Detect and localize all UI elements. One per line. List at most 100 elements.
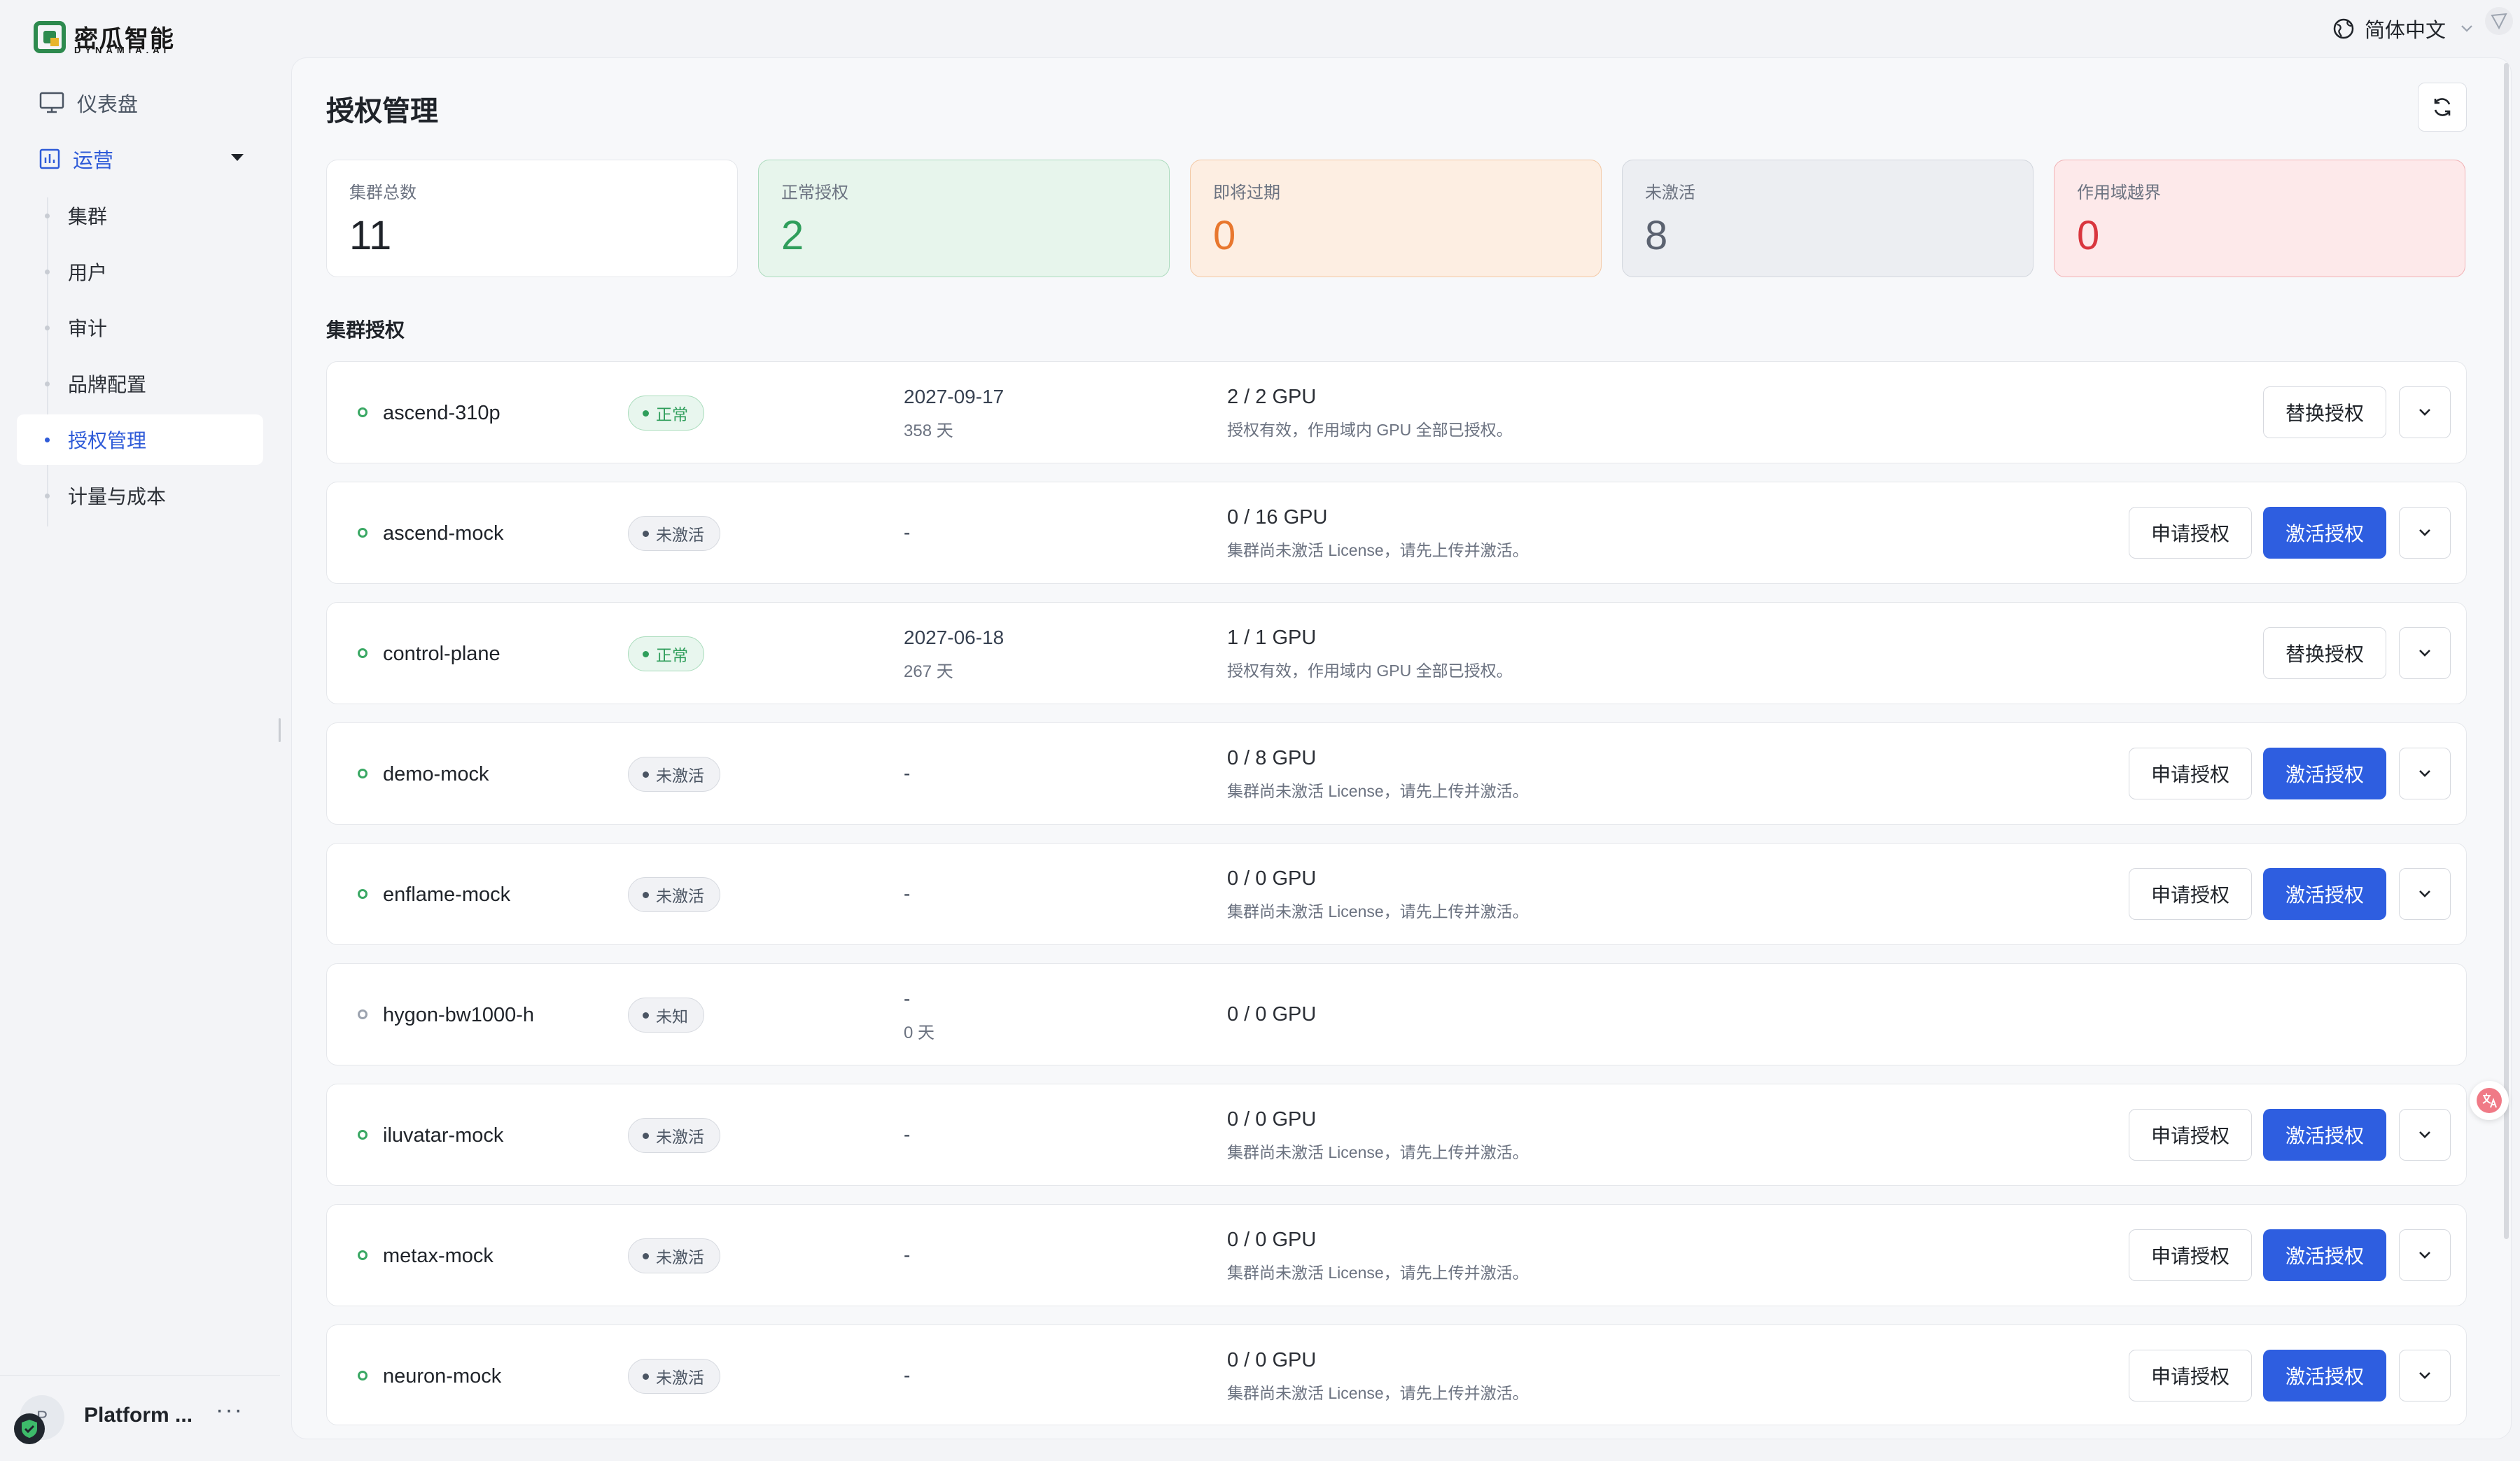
apply-license-button[interactable]: 申请授权 [2129,868,2252,920]
plane-corner-icon [2485,7,2513,35]
stat-card-total: 集群总数 11 [326,160,738,277]
replace-license-button[interactable]: 替换授权 [2263,627,2386,679]
sidebar-resize-handle[interactable] [279,718,281,742]
nav-item-license[interactable]: 授权管理 [17,414,263,465]
nav-item-label: 审计 [68,318,108,340]
stat-card-normal: 正常授权 2 [758,160,1170,277]
translate-icon [2477,1088,2502,1113]
row-expand-button[interactable] [2399,507,2451,559]
expiry-date: - [904,988,911,1009]
language-switcher[interactable]: 简体中文 [2332,14,2474,43]
nav-operations[interactable]: 运营 [39,144,249,174]
expiry-date: - [904,1364,911,1386]
badge-dot [643,650,649,657]
row-expand-button[interactable] [2399,386,2451,438]
cluster-row: control-plane 正常 2027-06-18 267 天 1 / 1 … [326,602,2467,704]
gpu-count: 0 / 0 GPU [1227,867,1317,890]
caret-down-icon [231,154,244,161]
status-badge: 未激活 [628,1359,720,1394]
status-badge: 正常 [628,396,704,431]
replace-license-button[interactable]: 替换授权 [2263,386,2386,438]
cluster-row: hygon-bw1000-h 未知 - 0 天 0 / 0 GPU [326,963,2467,1065]
apply-license-button[interactable]: 申请授权 [2129,1109,2252,1161]
nav-tree-line [47,197,48,526]
status-badge: 未激活 [628,516,720,551]
expiry-date: - [904,1244,911,1266]
days-left: 358 天 [904,421,953,440]
chevron-down-icon [2419,1131,2430,1138]
nav-item-branding[interactable]: 品牌配置 [45,370,146,398]
user-bar[interactable]: P Platform ... ··· [0,1375,280,1461]
chevron-down-icon [2461,25,2472,32]
status-badge-label: 未激活 [656,887,704,905]
row-expand-button[interactable] [2399,868,2451,920]
nav-dot [45,437,50,442]
status-badge: 未激活 [628,877,720,912]
chevron-down-icon [2419,650,2430,657]
activate-license-button[interactable]: 激活授权 [2263,1109,2386,1161]
cluster-name: control-plane [383,643,500,665]
nav-item-label: 授权管理 [68,430,147,452]
activate-license-button[interactable]: 激活授权 [2263,748,2386,799]
nav-item-clusters[interactable]: 集群 [45,202,107,230]
apply-license-button[interactable]: 申请授权 [2129,748,2252,799]
stat-card-inactive: 未激活 8 [1622,160,2033,277]
apply-license-button[interactable]: 申请授权 [2129,507,2252,559]
expiry-date: 2027-06-18 [904,627,1004,648]
activate-license-button[interactable]: 激活授权 [2263,507,2386,559]
status-badge: 未激活 [628,1238,720,1273]
nav-item-audit[interactable]: 审计 [45,314,107,342]
cluster-row: iluvatar-mock 未激活 - 0 / 0 GPU 集群尚未激活 Lic… [326,1084,2467,1186]
apply-license-button[interactable]: 申请授权 [2129,1229,2252,1281]
gpu-count: 1 / 1 GPU [1227,627,1317,649]
status-badge-label: 未激活 [656,1128,704,1146]
nav-item-users[interactable]: 用户 [45,258,107,286]
cluster-row: ascend-310p 正常 2027-09-17 358 天 2 / 2 GP… [326,361,2467,463]
row-expand-button[interactable] [2399,1350,2451,1401]
row-expand-button[interactable] [2399,627,2451,679]
badge-dot [643,410,649,417]
row-expand-button[interactable] [2399,1229,2451,1281]
chevron-down-icon [2419,1372,2430,1379]
row-expand-button[interactable] [2399,748,2451,799]
license-note: 集群尚未激活 License，请先上传并激活。 [1227,902,1529,921]
status-badge: 未知 [628,998,704,1033]
stat-value: 0 [2077,213,2100,258]
row-expand-button[interactable] [2399,1109,2451,1161]
chevron-down-icon [2419,770,2430,777]
activate-license-button[interactable]: 激活授权 [2263,868,2386,920]
gpu-count: 0 / 0 GPU [1227,1349,1317,1371]
stat-card-out-of-scope: 作用域越界 0 [2054,160,2465,277]
cluster-name: ascend-mock [383,522,504,545]
refresh-button[interactable] [2418,83,2467,132]
apply-license-button[interactable]: 申请授权 [2129,1350,2252,1401]
nav-dot [45,493,50,498]
cluster-name: metax-mock [383,1245,493,1267]
status-dot [358,1371,368,1380]
status-dot [358,528,368,538]
activate-license-button[interactable]: 激活授权 [2263,1229,2386,1281]
status-badge-label: 未激活 [656,1369,704,1387]
status-badge: 正常 [628,636,704,671]
gpu-count: 0 / 8 GPU [1227,747,1317,769]
brand-logo-icon [34,21,66,53]
status-badge: 未激活 [628,757,720,792]
badge-dot [643,771,649,778]
nav-item-metering[interactable]: 计量与成本 [45,482,166,510]
stat-value: 8 [1645,213,1668,258]
translate-float-button[interactable] [2470,1081,2509,1120]
expiry-date: - [904,1124,911,1145]
expiry-date: - [904,522,911,543]
nav-item-label: 计量与成本 [68,486,167,508]
nav-dashboard[interactable]: 仪表盘 [39,88,138,118]
stat-value: 0 [1213,213,1236,258]
license-note: 集群尚未激活 License，请先上传并激活。 [1227,1264,1529,1282]
gpu-count: 0 / 0 GPU [1227,1003,1317,1026]
scrollbar[interactable] [2504,63,2509,1239]
more-icon[interactable]: ··· [216,1397,244,1423]
days-left: 0 天 [904,1023,935,1042]
stat-label: 未激活 [1645,183,1695,202]
gpu-count: 0 / 0 GPU [1227,1229,1317,1251]
expiry-date: 2027-09-17 [904,386,1004,407]
activate-license-button[interactable]: 激活授权 [2263,1350,2386,1401]
